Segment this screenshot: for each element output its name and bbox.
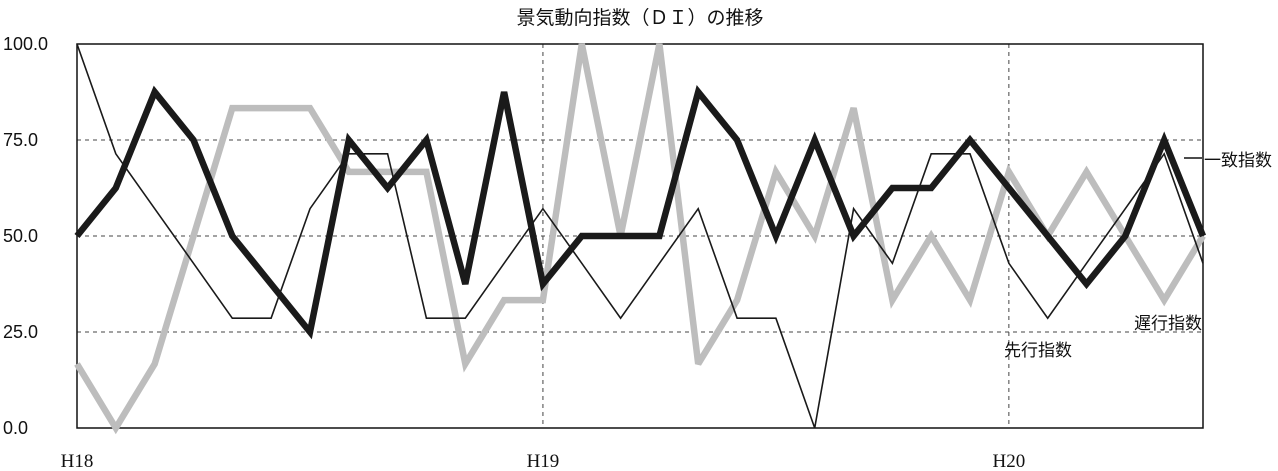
y-tick-label: 100.0 — [3, 34, 48, 54]
y-axis-ticks: 0.0 25.0 50.0 75.0 100.0 — [3, 34, 48, 438]
series-label-1: 一致指数 — [1204, 151, 1272, 171]
y-tick-label: 25.0 — [3, 322, 38, 342]
x-tick-label: H20 — [992, 451, 1025, 471]
chart-title: 景気動向指数（ＤＩ）の推移 — [516, 7, 763, 29]
series-line-1 — [74, 85, 1207, 340]
y-tick-label: 75.0 — [3, 130, 38, 150]
series-line-3 — [74, 43, 1206, 435]
x-tick-label: H19 — [527, 451, 560, 471]
series-label-2: 先行指数 — [1004, 341, 1072, 361]
x-axis-ticks: H18 H19 H20 — [61, 451, 1026, 471]
series-label-3: 遅行指数 — [1134, 314, 1202, 334]
x-tick-label: H18 — [61, 451, 94, 471]
series-line-2 — [76, 43, 1204, 429]
y-tick-label: 50.0 — [3, 226, 38, 246]
y-tick-label: 0.0 — [3, 418, 28, 438]
series-lines — [74, 43, 1207, 435]
